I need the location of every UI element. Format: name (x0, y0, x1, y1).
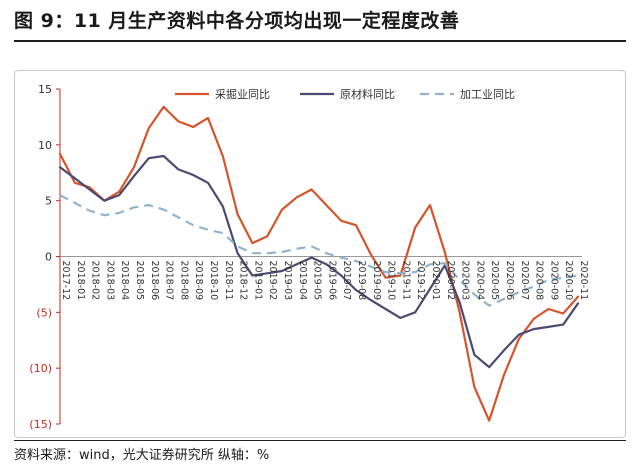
title-rule (14, 40, 626, 42)
y-tick-label: (15) (29, 418, 52, 431)
series-line-3 (59, 194, 579, 307)
x-tick-label: 2019-08 (356, 261, 367, 301)
x-tick-label: 2020-01 (430, 261, 441, 301)
x-axis: 2017-12 2018-01 2018-02 2018-03 2018-04 2018-… (60, 261, 589, 301)
x-tick-label: 2020-05 (489, 261, 500, 301)
figure-title: 图 9：11 月生产资料中各分项均出现一定程度改善 (14, 10, 460, 32)
series-lines (58, 105, 580, 422)
y-tick-label: 15 (38, 83, 52, 96)
x-tick-label: 2019-12 (415, 261, 426, 301)
x-tick-label: 2018-08 (178, 261, 189, 301)
x-tick-label: 2018-03 (104, 261, 115, 301)
x-tick-label: 2018-02 (90, 261, 101, 301)
x-tick-label: 2020-08 (534, 261, 545, 301)
x-tick-label: 2019-01 (252, 261, 263, 301)
x-tick-label: 2019-05 (312, 261, 323, 301)
legend-label-1: 采掘业同比 (215, 87, 270, 101)
x-tick-label: 2018-12 (238, 261, 249, 301)
x-tick-label: 2020-03 (460, 261, 471, 301)
source-rule (14, 440, 626, 441)
x-tick-label: 2019-07 (341, 261, 352, 301)
x-tick-label: 2018-04 (119, 261, 130, 301)
x-tick-label: 2018-05 (134, 261, 145, 301)
chart-frame (14, 70, 626, 438)
series-line-2 (58, 154, 580, 369)
x-tick-label: 2018-06 (149, 261, 160, 301)
x-tick-label: 2019-06 (326, 261, 337, 301)
y-axis: 15 10 5 0 (5) (10) (15) (29, 83, 61, 431)
y-tick-label: (10) (29, 362, 52, 375)
x-tick-label: 2020-06 (504, 261, 515, 301)
x-tick-label: 2019-11 (400, 261, 411, 301)
x-tick-label: 2019-04 (297, 261, 308, 301)
y-tick-label: 5 (45, 195, 52, 208)
x-tick-label: 2020-07 (519, 261, 530, 301)
x-tick-label: 2018-01 (75, 261, 86, 301)
x-tick-label: 2020-04 (474, 261, 485, 301)
legend-label-3: 加工业同比 (460, 88, 515, 101)
x-tick-label: 2018-10 (208, 261, 219, 301)
x-tick-label: 2020-11 (578, 261, 589, 301)
legend: 采掘业同比 原材料同比 加工业同比 (175, 87, 515, 101)
x-tick-label: 2019-02 (267, 261, 278, 301)
source-note: 资料来源：wind，光大证券研究所 纵轴：% (14, 448, 270, 463)
x-tick-label: 2019-03 (282, 261, 293, 301)
x-tick-label: 2017-12 (60, 261, 71, 301)
x-tick-label: 2019-09 (371, 261, 382, 301)
y-tick-label: 0 (45, 251, 52, 264)
x-tick-label: 2019-10 (386, 261, 397, 301)
x-tick-label: 2018-07 (164, 261, 175, 301)
y-tick-label: (5) (36, 306, 52, 319)
x-tick-label: 2020-02 (445, 261, 456, 301)
x-tick-label: 2020-10 (563, 261, 574, 301)
y-tick-label: 10 (38, 139, 52, 152)
legend-label-2: 原材料同比 (340, 87, 395, 101)
x-tick-label: 2020-09 (548, 261, 559, 301)
x-tick-label: 2018-09 (193, 261, 204, 301)
x-tick-label: 2018-11 (223, 261, 234, 301)
series-line-1 (58, 105, 580, 422)
